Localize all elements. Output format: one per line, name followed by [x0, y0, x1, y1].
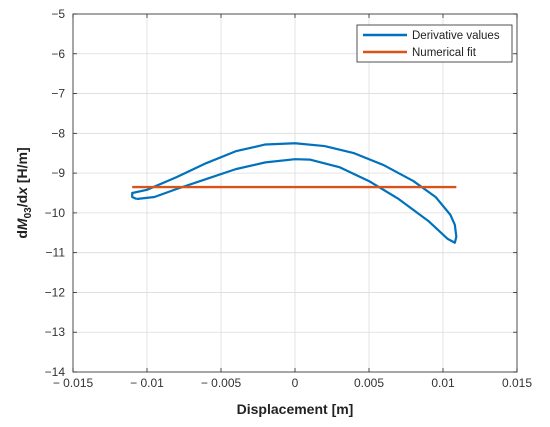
- y-tick-label: −8: [51, 126, 65, 140]
- x-tick-label: − 0.01: [130, 376, 164, 390]
- y-label-unit: [H/m]: [14, 147, 30, 187]
- y-label-d: d: [14, 230, 30, 239]
- y-tick-label: −9: [51, 166, 65, 180]
- x-tick-label: 0: [292, 376, 299, 390]
- y-tick-label: −6: [51, 47, 65, 61]
- ticks: [72, 13, 518, 373]
- tick-labels: − 0.015 − 0.01 − 0.005 0 0.005 0.01 0.015 −14 −1…: [45, 7, 533, 390]
- y-axis-label: dM03/dx [H/m]: [14, 147, 34, 238]
- legend-label-derivative-values: Derivative values: [412, 30, 500, 42]
- x-axis-label: Displacement [m]: [237, 401, 354, 417]
- series-line-derivative-values: [131, 142, 458, 244]
- legend-label-numerical-fit: Numerical fit: [412, 47, 477, 59]
- legend: Derivative values Numerical fit: [356, 24, 513, 63]
- x-tick-label: − 0.005: [201, 376, 242, 390]
- y-label-m: M: [14, 218, 30, 230]
- legend-box: [356, 24, 513, 63]
- y-tick-label: −12: [45, 285, 66, 299]
- x-tick-label: 0.01: [431, 376, 455, 390]
- y-tick-label: −14: [45, 365, 66, 379]
- series-layer: [131, 142, 458, 244]
- y-label-slash-d: /d: [14, 195, 30, 207]
- y-tick-label: −7: [51, 87, 65, 101]
- y-label-x: x: [14, 186, 30, 196]
- y-tick-label: −5: [51, 7, 65, 21]
- x-tick-label: − 0.015: [53, 376, 94, 390]
- plot-area: [72, 13, 518, 373]
- x-tick-label: 0.015: [502, 376, 532, 390]
- y-label-subscript: 03: [23, 207, 34, 219]
- x-tick-label: 0.005: [354, 376, 384, 390]
- y-tick-label: −13: [45, 325, 66, 339]
- y-tick-label: −11: [46, 246, 66, 260]
- y-tick-label: −10: [45, 206, 66, 220]
